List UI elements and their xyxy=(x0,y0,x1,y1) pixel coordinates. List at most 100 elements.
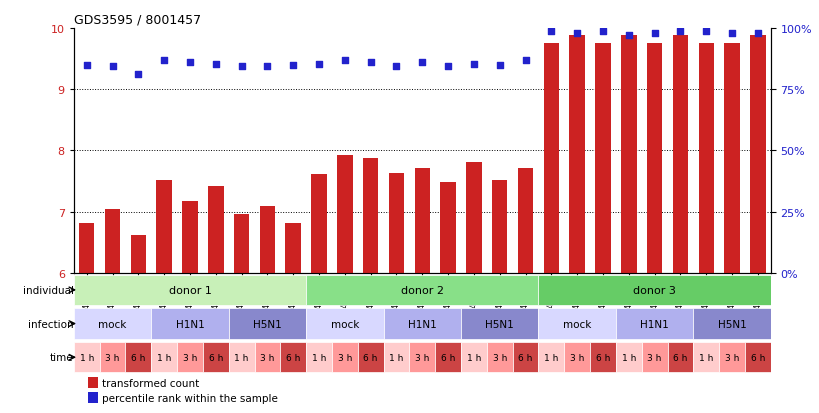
FancyBboxPatch shape xyxy=(563,342,590,373)
FancyBboxPatch shape xyxy=(460,309,538,339)
FancyBboxPatch shape xyxy=(486,342,512,373)
Text: H1N1: H1N1 xyxy=(407,319,437,329)
Point xyxy=(235,64,248,70)
Text: 6 h: 6 h xyxy=(131,353,145,362)
Text: 3 h: 3 h xyxy=(492,353,506,362)
Point xyxy=(647,31,660,37)
FancyBboxPatch shape xyxy=(435,342,460,373)
Text: time: time xyxy=(50,352,74,362)
Bar xyxy=(311,174,327,273)
Bar xyxy=(698,44,713,273)
FancyBboxPatch shape xyxy=(151,309,229,339)
Text: 6 h: 6 h xyxy=(672,353,687,362)
FancyBboxPatch shape xyxy=(460,342,486,373)
Text: 3 h: 3 h xyxy=(337,353,351,362)
Point xyxy=(441,64,454,70)
Text: H5N1: H5N1 xyxy=(485,319,514,329)
FancyBboxPatch shape xyxy=(229,342,254,373)
Point xyxy=(699,28,712,35)
Text: 3 h: 3 h xyxy=(105,353,120,362)
FancyBboxPatch shape xyxy=(151,342,177,373)
Text: donor 1: donor 1 xyxy=(169,285,211,295)
Text: 1 h: 1 h xyxy=(79,353,94,362)
Bar xyxy=(723,44,739,273)
Bar xyxy=(440,183,455,273)
Bar xyxy=(568,36,584,273)
Point xyxy=(338,57,351,64)
Bar xyxy=(363,159,378,273)
FancyBboxPatch shape xyxy=(125,342,151,373)
Point xyxy=(209,61,222,68)
Point xyxy=(595,28,609,35)
Bar xyxy=(105,210,120,273)
Text: 3 h: 3 h xyxy=(569,353,584,362)
Bar xyxy=(543,44,559,273)
Point xyxy=(492,62,505,69)
Text: 6 h: 6 h xyxy=(441,353,455,362)
FancyBboxPatch shape xyxy=(229,309,305,339)
Bar xyxy=(182,202,197,273)
FancyBboxPatch shape xyxy=(744,342,770,373)
Text: H5N1: H5N1 xyxy=(717,319,745,329)
FancyBboxPatch shape xyxy=(538,275,770,305)
Text: mock: mock xyxy=(330,319,359,329)
Bar xyxy=(620,36,636,273)
FancyBboxPatch shape xyxy=(74,342,99,373)
Text: transformed count: transformed count xyxy=(102,378,199,388)
Bar xyxy=(491,180,507,273)
Text: 1 h: 1 h xyxy=(699,353,713,362)
Bar xyxy=(517,168,532,273)
Bar xyxy=(646,44,662,273)
Point xyxy=(132,71,145,78)
FancyBboxPatch shape xyxy=(74,309,151,339)
FancyBboxPatch shape xyxy=(538,342,563,373)
Bar xyxy=(208,187,224,273)
Text: infection: infection xyxy=(28,319,74,329)
FancyBboxPatch shape xyxy=(538,309,615,339)
Point xyxy=(415,59,428,66)
FancyBboxPatch shape xyxy=(409,342,435,373)
FancyBboxPatch shape xyxy=(615,342,641,373)
Point xyxy=(570,31,583,37)
FancyBboxPatch shape xyxy=(280,342,305,373)
FancyBboxPatch shape xyxy=(357,342,383,373)
Bar xyxy=(79,223,94,273)
Point xyxy=(364,59,377,66)
Bar xyxy=(466,162,481,273)
FancyBboxPatch shape xyxy=(202,342,229,373)
Point xyxy=(467,61,480,68)
Text: mock: mock xyxy=(98,319,127,329)
FancyBboxPatch shape xyxy=(305,309,383,339)
Point xyxy=(673,28,686,35)
FancyBboxPatch shape xyxy=(718,342,744,373)
Bar xyxy=(285,223,301,273)
Text: 3 h: 3 h xyxy=(183,353,197,362)
Text: donor 3: donor 3 xyxy=(632,285,675,295)
Text: H5N1: H5N1 xyxy=(253,319,282,329)
FancyBboxPatch shape xyxy=(383,309,460,339)
Point xyxy=(750,31,763,37)
Bar xyxy=(388,173,404,273)
Point xyxy=(518,57,532,64)
Bar xyxy=(260,206,275,273)
FancyBboxPatch shape xyxy=(693,309,770,339)
Bar xyxy=(414,168,429,273)
FancyBboxPatch shape xyxy=(693,342,718,373)
Bar xyxy=(88,392,98,403)
Text: 1 h: 1 h xyxy=(311,353,326,362)
Point xyxy=(80,62,93,69)
Bar xyxy=(595,44,610,273)
Bar xyxy=(749,36,765,273)
FancyBboxPatch shape xyxy=(383,342,409,373)
Text: 6 h: 6 h xyxy=(286,353,300,362)
Text: 6 h: 6 h xyxy=(595,353,609,362)
Bar xyxy=(156,180,172,273)
Text: 3 h: 3 h xyxy=(260,353,274,362)
Bar xyxy=(233,214,249,273)
Text: donor 2: donor 2 xyxy=(400,285,443,295)
Point xyxy=(106,64,119,70)
Text: mock: mock xyxy=(563,319,590,329)
Text: 6 h: 6 h xyxy=(363,353,378,362)
FancyBboxPatch shape xyxy=(641,342,667,373)
FancyBboxPatch shape xyxy=(590,342,615,373)
